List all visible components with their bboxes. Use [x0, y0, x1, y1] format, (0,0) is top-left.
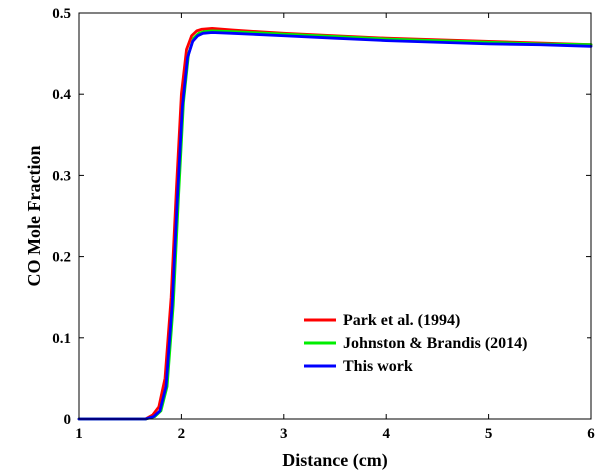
plot-area-frame: [78, 12, 592, 420]
y-tick-label: 0.4: [52, 87, 71, 103]
x-axis-label: Distance (cm): [282, 450, 387, 471]
y-tick-label: 0.2: [52, 250, 71, 266]
legend-label-1: Park et al. (1994): [343, 312, 460, 329]
y-tick-label: 0: [64, 412, 72, 428]
series-line-3: [77, 31, 593, 421]
x-tick-label: 2: [178, 426, 186, 442]
x-tick-label: 4: [382, 426, 390, 442]
legend-box: [298, 306, 587, 383]
y-axis-label: CO Mole Fraction: [24, 146, 44, 287]
axis-ticks: [78, 12, 592, 420]
x-tick-label: 3: [280, 426, 288, 442]
y-tick-label: 0.1: [52, 331, 71, 347]
legend: Park et al. (1994) Johnston & Brandis (20…: [298, 306, 587, 383]
series-layer: [77, 27, 593, 421]
legend-label-2: Johnston & Brandis (2014): [343, 335, 527, 352]
y-tick-label: 0.5: [52, 6, 71, 22]
x-tick-label: 5: [485, 426, 493, 442]
x-tick-label: 6: [587, 426, 595, 442]
legend-label-3: This work: [343, 358, 413, 375]
axis-tick-labels: 1 2 3 4 5 6 0 0.1 0.2 0.3 0.4 0.5: [52, 6, 595, 442]
x-tick-label: 1: [75, 426, 83, 442]
y-tick-label: 0.3: [52, 168, 71, 184]
